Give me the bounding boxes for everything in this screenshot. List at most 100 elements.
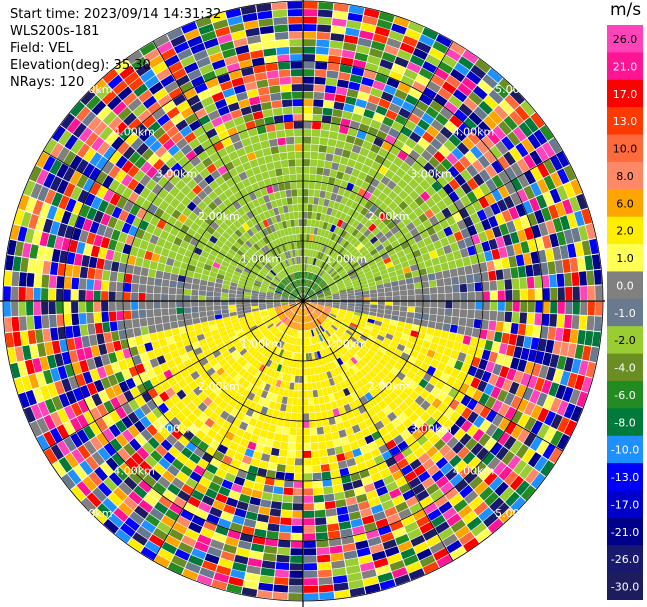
range-gate bbox=[272, 592, 288, 600]
range-gate bbox=[223, 504, 236, 515]
range-gate bbox=[305, 287, 309, 294]
range-gate bbox=[335, 210, 343, 219]
range-gate bbox=[215, 318, 224, 325]
range-gate bbox=[478, 433, 491, 447]
range-gate bbox=[360, 216, 369, 225]
range-gate bbox=[413, 541, 429, 554]
range-gate bbox=[94, 268, 103, 280]
range-gate bbox=[413, 173, 425, 184]
range-gate bbox=[394, 89, 408, 101]
range-gate bbox=[304, 323, 307, 331]
range-gate bbox=[225, 431, 235, 441]
range-gate bbox=[288, 328, 293, 336]
range-gate bbox=[246, 565, 261, 575]
range-gate bbox=[335, 499, 347, 508]
range-gate bbox=[296, 166, 303, 174]
range-gate bbox=[497, 431, 511, 446]
range-gate bbox=[523, 185, 536, 200]
range-gate bbox=[304, 287, 308, 294]
range-gate bbox=[312, 265, 317, 273]
range-gate bbox=[319, 350, 325, 358]
range-gate bbox=[328, 48, 342, 57]
range-gate bbox=[248, 42, 263, 52]
range-gate bbox=[323, 340, 329, 348]
range-gate bbox=[394, 331, 403, 339]
range-gate bbox=[210, 329, 219, 336]
range-gate bbox=[426, 243, 436, 253]
range-gate bbox=[239, 188, 249, 198]
range-gate bbox=[347, 290, 355, 294]
range-gate bbox=[152, 61, 168, 75]
range-gate bbox=[147, 203, 158, 215]
range-gate bbox=[259, 291, 267, 296]
range-gate bbox=[292, 345, 296, 353]
range-gate bbox=[303, 234, 307, 242]
range-gate bbox=[372, 404, 382, 414]
range-gate bbox=[242, 414, 252, 424]
range-gate bbox=[426, 266, 435, 275]
range-gate bbox=[296, 279, 300, 287]
range-gate bbox=[260, 187, 268, 196]
range-gate bbox=[540, 326, 549, 339]
range-gate bbox=[463, 117, 477, 131]
range-gate bbox=[383, 257, 392, 265]
range-gate bbox=[362, 140, 373, 151]
range-gate bbox=[389, 145, 401, 156]
range-gate bbox=[86, 358, 97, 371]
range-gate bbox=[459, 155, 472, 169]
range-gate bbox=[285, 276, 291, 283]
range-gate bbox=[336, 236, 344, 245]
range-gate bbox=[50, 176, 62, 192]
range-gate bbox=[398, 190, 409, 200]
range-gate bbox=[387, 553, 403, 565]
range-gate bbox=[313, 397, 320, 405]
range-gate bbox=[291, 227, 296, 235]
range-gate bbox=[471, 263, 481, 274]
range-gate bbox=[247, 333, 255, 341]
range-gate bbox=[187, 68, 202, 81]
range-gate bbox=[298, 390, 303, 398]
range-gate bbox=[352, 282, 361, 288]
range-gate bbox=[348, 376, 356, 385]
range-gate bbox=[540, 460, 555, 477]
range-gate bbox=[115, 406, 127, 420]
range-gate bbox=[328, 268, 335, 275]
range-gate bbox=[308, 305, 315, 311]
range-gate bbox=[513, 370, 524, 384]
range-gate bbox=[303, 174, 310, 182]
range-gate bbox=[255, 332, 263, 339]
range-gate bbox=[198, 179, 209, 190]
range-gate bbox=[296, 181, 303, 189]
range-gate bbox=[357, 91, 370, 102]
range-gate bbox=[188, 521, 203, 534]
range-gate bbox=[364, 200, 373, 210]
range-gate bbox=[66, 338, 76, 351]
range-gate bbox=[289, 359, 294, 368]
range-gate bbox=[306, 368, 311, 376]
range-gate bbox=[340, 372, 348, 381]
range-gate bbox=[245, 314, 254, 320]
range-gate bbox=[314, 404, 321, 413]
range-gate bbox=[340, 259, 347, 266]
range-gate bbox=[29, 344, 39, 359]
range-gate bbox=[249, 135, 260, 145]
range-gate bbox=[314, 258, 319, 266]
range-gate bbox=[355, 328, 363, 335]
range-gate bbox=[271, 316, 278, 322]
range-gate bbox=[194, 162, 206, 173]
range-gate bbox=[199, 236, 209, 245]
range-gate bbox=[400, 352, 410, 361]
range-gate bbox=[356, 493, 368, 504]
range-gate bbox=[288, 301, 296, 303]
range-gate bbox=[526, 276, 535, 289]
range-gate bbox=[132, 274, 140, 284]
range-gate bbox=[337, 203, 346, 212]
range-gate bbox=[292, 196, 298, 204]
range-gate bbox=[233, 392, 242, 402]
range-gate bbox=[324, 290, 331, 294]
range-gate bbox=[293, 211, 299, 219]
range-gate bbox=[276, 355, 282, 364]
range-gate bbox=[342, 420, 352, 429]
range-gate bbox=[493, 461, 507, 476]
range-gate bbox=[312, 204, 318, 213]
